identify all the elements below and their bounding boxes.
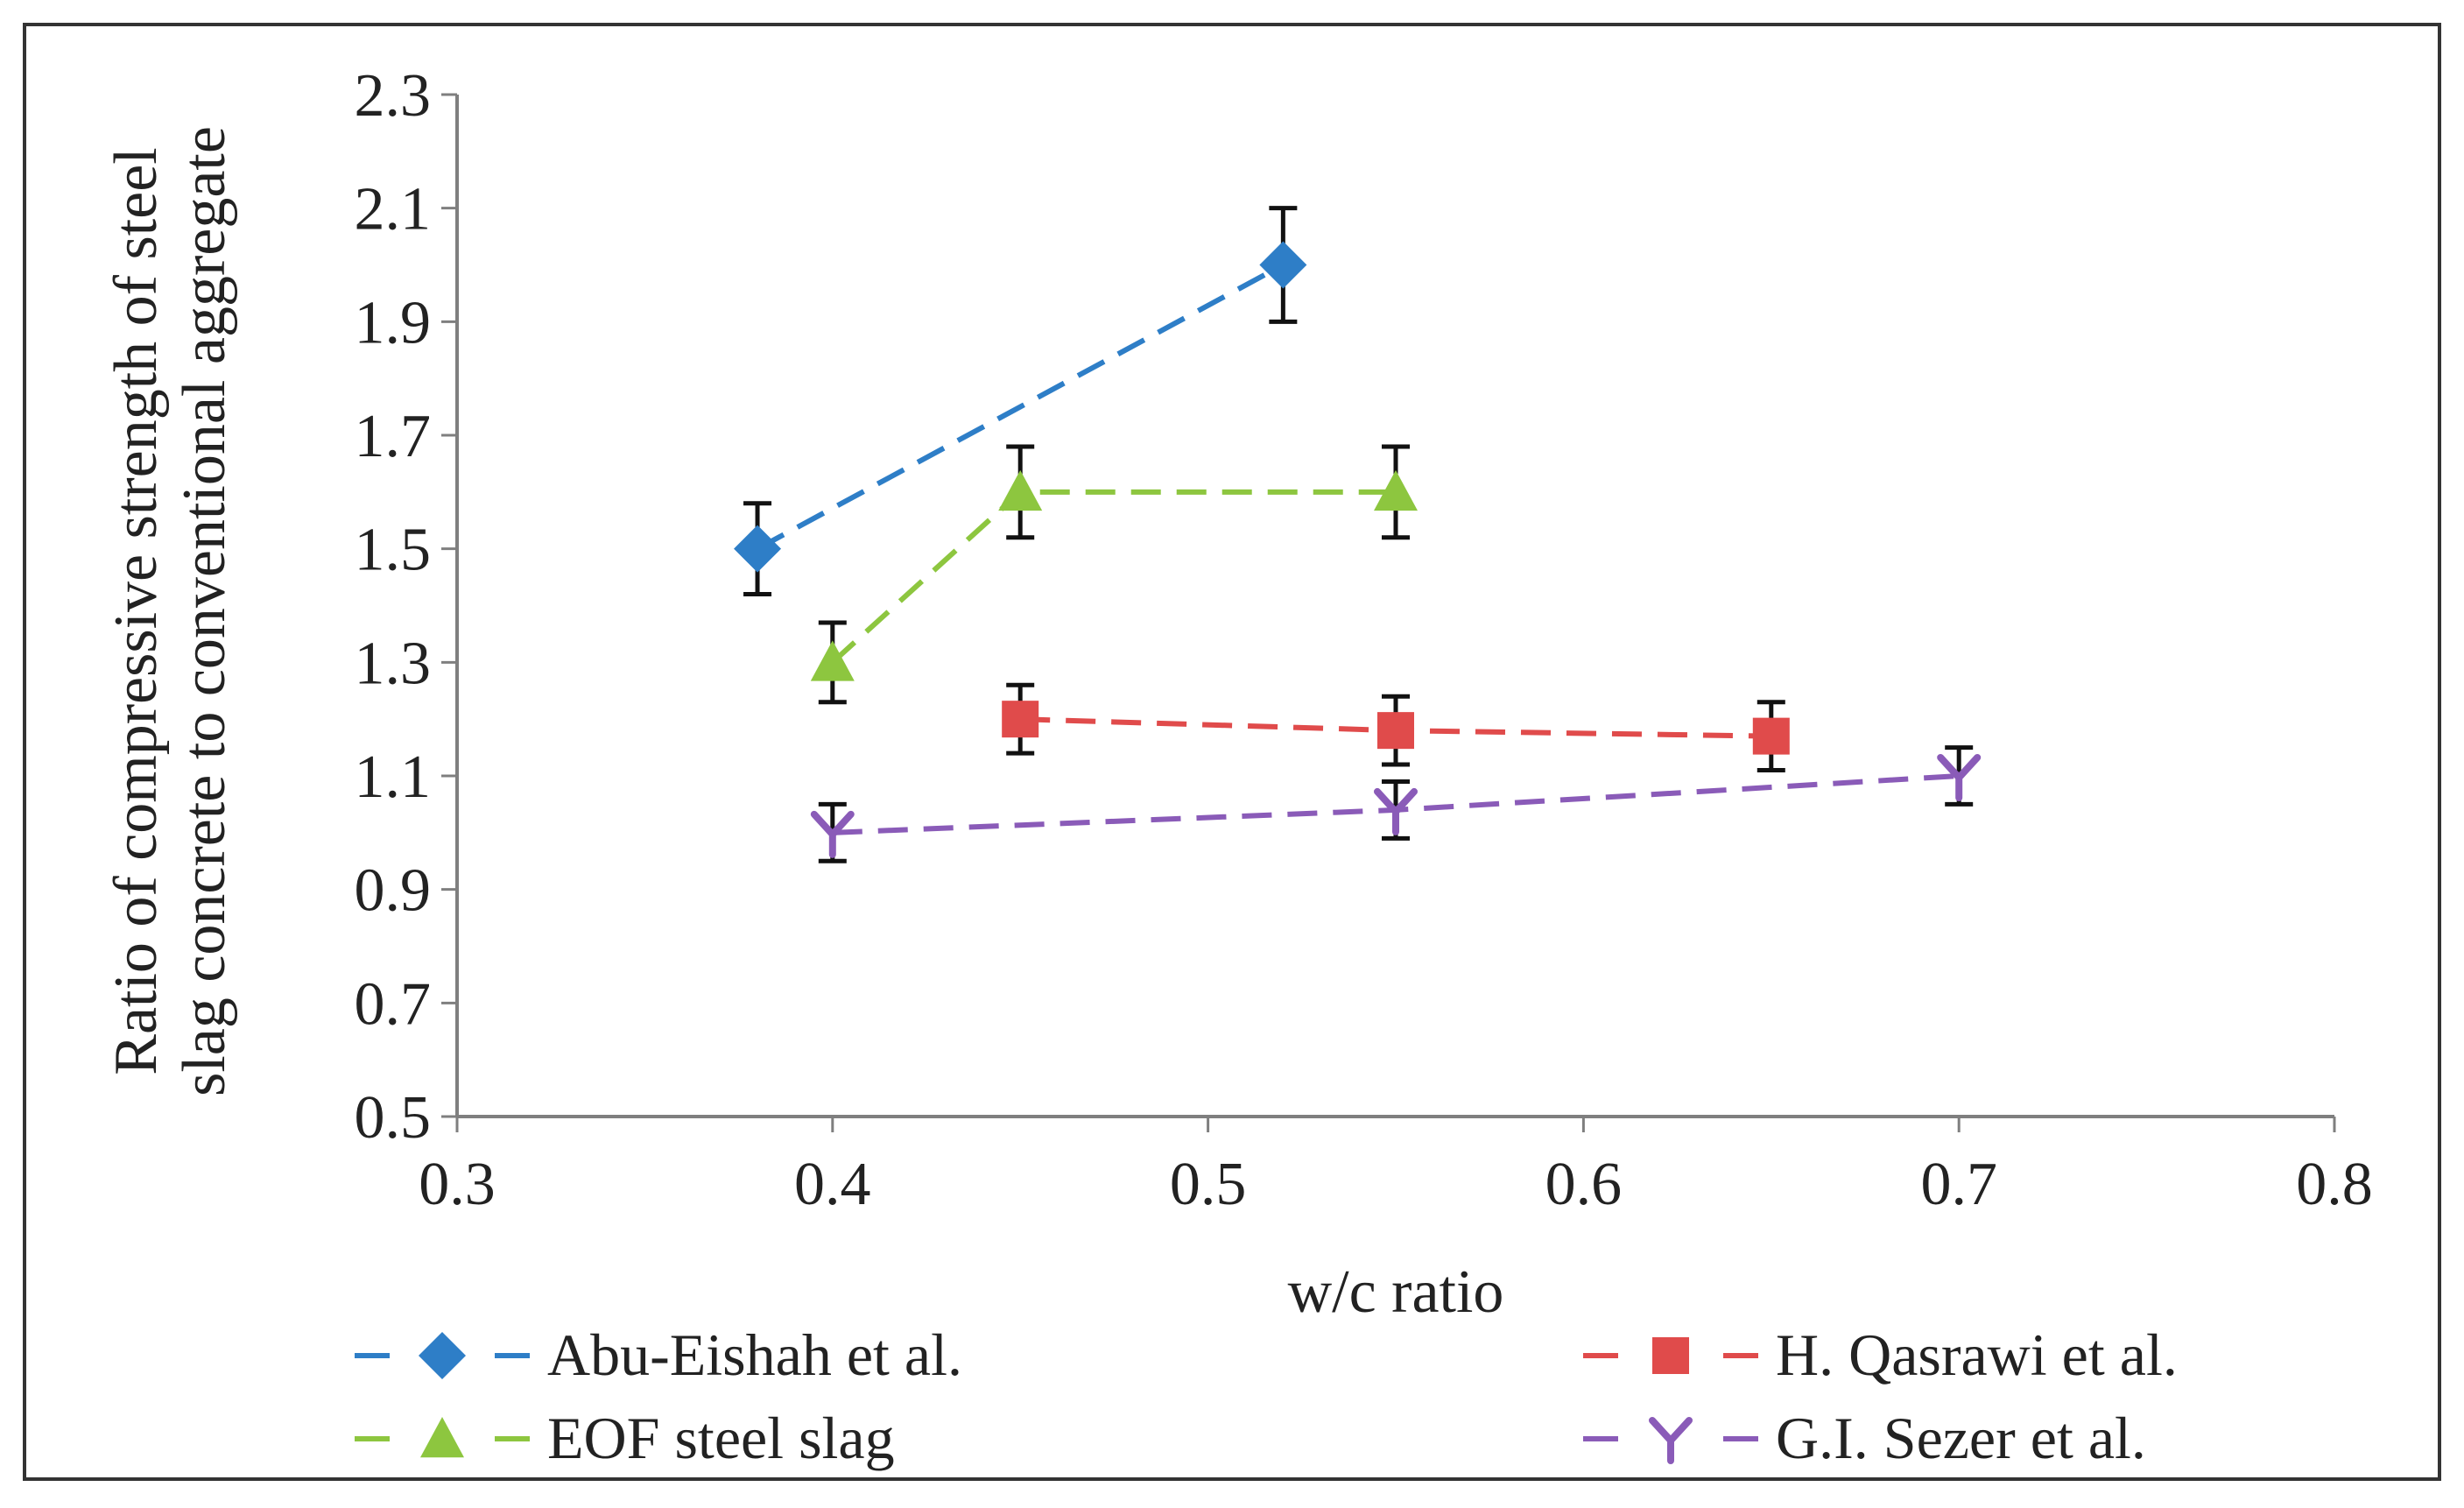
legend-marker [420, 1417, 464, 1458]
axes-layer [455, 95, 2334, 1118]
y-axis-title-line-1: Ratio of compressive strength of steel [102, 147, 170, 1075]
y-tick-label: 0.7 [355, 970, 432, 1038]
y-tick-label: 1.5 [355, 517, 432, 584]
data-point [1002, 701, 1039, 738]
y-tick-label: 2.1 [355, 176, 432, 243]
data-point [734, 525, 782, 573]
x-tick-label: 0.3 [419, 1151, 496, 1218]
series-2 [1002, 682, 1790, 773]
chart-border [23, 23, 2441, 1481]
x-tick-label: 0.8 [2296, 1151, 2373, 1218]
x-axis-title: w/c ratio [1288, 1258, 1504, 1326]
legend-marker [1652, 1337, 1689, 1374]
y-tick-label: 2.3 [355, 62, 432, 130]
data-point [810, 640, 855, 681]
legend-item: G.I. Sezer et al. [1583, 1405, 2146, 1471]
y-tick-label: 0.5 [355, 1084, 432, 1152]
data-point [1374, 469, 1418, 511]
series-3 [810, 444, 1418, 705]
data-point [1937, 754, 1982, 801]
y-tick-label: 1.9 [355, 289, 432, 356]
y-tick-label: 1.1 [355, 743, 432, 811]
legend-marker [419, 1332, 466, 1379]
legend-item: EOF steel slag [355, 1405, 895, 1471]
y-tick-label: 1.3 [355, 630, 432, 697]
data-point [1374, 787, 1418, 835]
data-point [1377, 712, 1414, 750]
series-line [756, 262, 1285, 552]
ticks-layer: 0.5 0.7 0.9 1.1 1.3 1.5 1.7 1.9 2.1 2.3 0.3 0.4 0.5 0… [355, 62, 2373, 1218]
legend-item: Abu-Eishah et al. [355, 1321, 962, 1388]
x-tick-label: 0.7 [1920, 1151, 1997, 1218]
data-point [1752, 717, 1790, 755]
data-point [810, 810, 855, 858]
y-axis-title: Ratio of compressive strength of steel s… [102, 126, 238, 1096]
legend: Abu-Eishah et al. H. Qasrawi et al. EOF st… [355, 1321, 2178, 1471]
y-axis-title-line-2: slag concrete to conventional aggregate [171, 126, 238, 1096]
series-1 [734, 206, 1307, 597]
legend-label: Abu-Eishah et al. [547, 1321, 962, 1388]
y-tick-label: 1.7 [355, 403, 432, 470]
legend-marker [1649, 1417, 1693, 1464]
data-point [998, 469, 1043, 511]
x-tick-label: 0.4 [794, 1151, 871, 1218]
x-tick-label: 0.6 [1545, 1151, 1623, 1218]
legend-label: EOF steel slag [547, 1405, 895, 1471]
legend-label: G.I. Sezer et al. [1776, 1405, 2146, 1471]
x-tick-label: 0.5 [1170, 1151, 1247, 1218]
data-point [1259, 241, 1307, 289]
y-tick-label: 0.9 [355, 857, 432, 925]
legend-item: H. Qasrawi et al. [1583, 1321, 2178, 1388]
legend-label: H. Qasrawi et al. [1776, 1321, 2178, 1388]
series-4 [810, 745, 1982, 863]
series-layer [734, 206, 1982, 863]
